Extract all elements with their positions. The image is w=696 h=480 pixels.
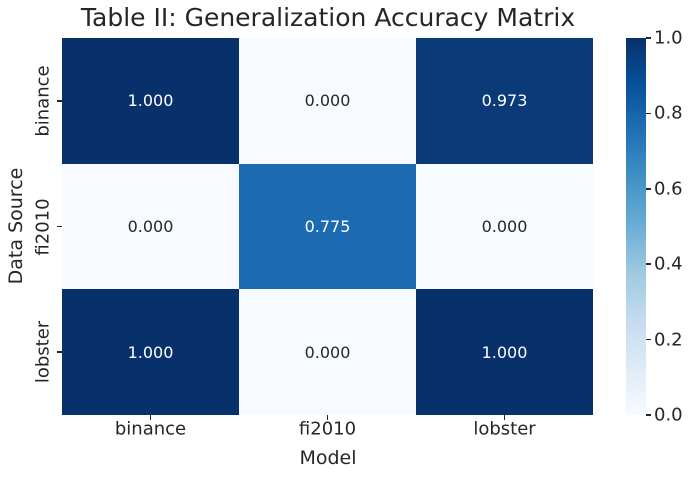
heatmap-cell: 0.000 — [62, 163, 239, 290]
x-tick-label: fi2010 — [298, 418, 357, 440]
x-axis-tick-mark — [503, 415, 506, 420]
colorbar-tick-mark — [646, 112, 651, 115]
heatmap-cell: 0.000 — [239, 38, 416, 164]
colorbar-tick-mark — [646, 37, 651, 39]
y-axis-tick-mark — [57, 100, 62, 102]
x-axis-tick-mark — [326, 415, 329, 420]
colorbar-tick-mark — [646, 338, 651, 341]
heatmap-grid: 1.000 0.000 0.973 0.000 0.775 0.000 1.000 0.000… — [62, 38, 593, 415]
x-axis-tick-mark — [149, 415, 152, 420]
colorbar-tick-label: 0.4 — [654, 253, 683, 275]
heatmap-cell: 1.000 — [62, 38, 239, 164]
x-axis-label: Model — [299, 447, 357, 469]
colorbar-tick-mark — [646, 263, 651, 265]
colorbar-tick-mark — [646, 414, 651, 416]
x-tick-label: binance — [114, 418, 187, 440]
heatmap-cell: 0.000 — [416, 163, 593, 290]
heatmap-cell: 1.000 — [416, 289, 593, 415]
heatmap-cell: 0.000 — [239, 289, 416, 415]
colorbar-tick-mark — [646, 188, 651, 190]
chart-title: Table II: Generalization Accuracy Matrix — [80, 3, 576, 32]
y-tick-label: fi2010 — [32, 197, 54, 256]
colorbar-tick-label: 0.0 — [654, 404, 683, 426]
y-tick-label: binance — [32, 65, 54, 137]
y-axis-label: Data Source — [5, 167, 27, 285]
heatmap-cell: 0.973 — [416, 38, 593, 164]
x-tick-label: lobster — [473, 418, 536, 440]
heatmap-cell: 1.000 — [62, 289, 239, 415]
heatmap-cell: 0.775 — [239, 163, 416, 290]
y-axis-tick-mark — [57, 225, 62, 228]
colorbar-tick-label: 0.6 — [654, 178, 683, 200]
y-axis-tick-mark — [57, 351, 62, 353]
colorbar-tick-label: 1.0 — [654, 27, 683, 49]
y-tick-label: lobster — [32, 320, 54, 384]
colorbar-tick-label: 0.2 — [654, 329, 683, 351]
colorbar-tick-label: 0.8 — [654, 102, 683, 124]
colorbar — [626, 38, 646, 415]
